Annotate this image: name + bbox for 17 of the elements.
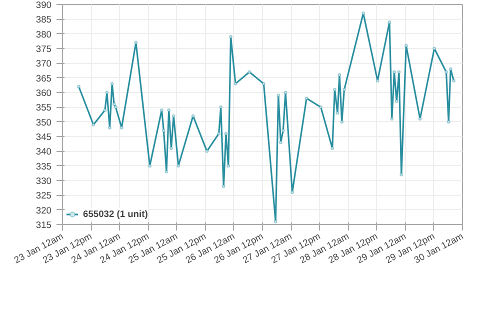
y-tick-label: 360: [36, 88, 52, 98]
y-tick-label: 335: [36, 161, 52, 172]
y-tick-label: 315: [36, 220, 52, 230]
y-tick-label: 390: [36, 0, 52, 10]
y-tick-label: 355: [36, 102, 52, 113]
y-tick-label: 370: [36, 58, 52, 69]
y-tick-label: 375: [36, 44, 52, 54]
y-tick-label: 320: [36, 205, 52, 216]
y-tick-label: 380: [36, 29, 52, 40]
legend-label: 655032 (1 unit): [83, 209, 148, 219]
y-tick-label: 350: [36, 117, 52, 128]
y-tick-label: 325: [36, 190, 52, 201]
y-tick-label: 365: [36, 73, 52, 84]
y-tick-label: 385: [36, 14, 52, 25]
y-tick-label: 340: [36, 146, 52, 157]
y-tick-label: 345: [36, 132, 52, 142]
y-tick-label: 330: [36, 176, 52, 186]
